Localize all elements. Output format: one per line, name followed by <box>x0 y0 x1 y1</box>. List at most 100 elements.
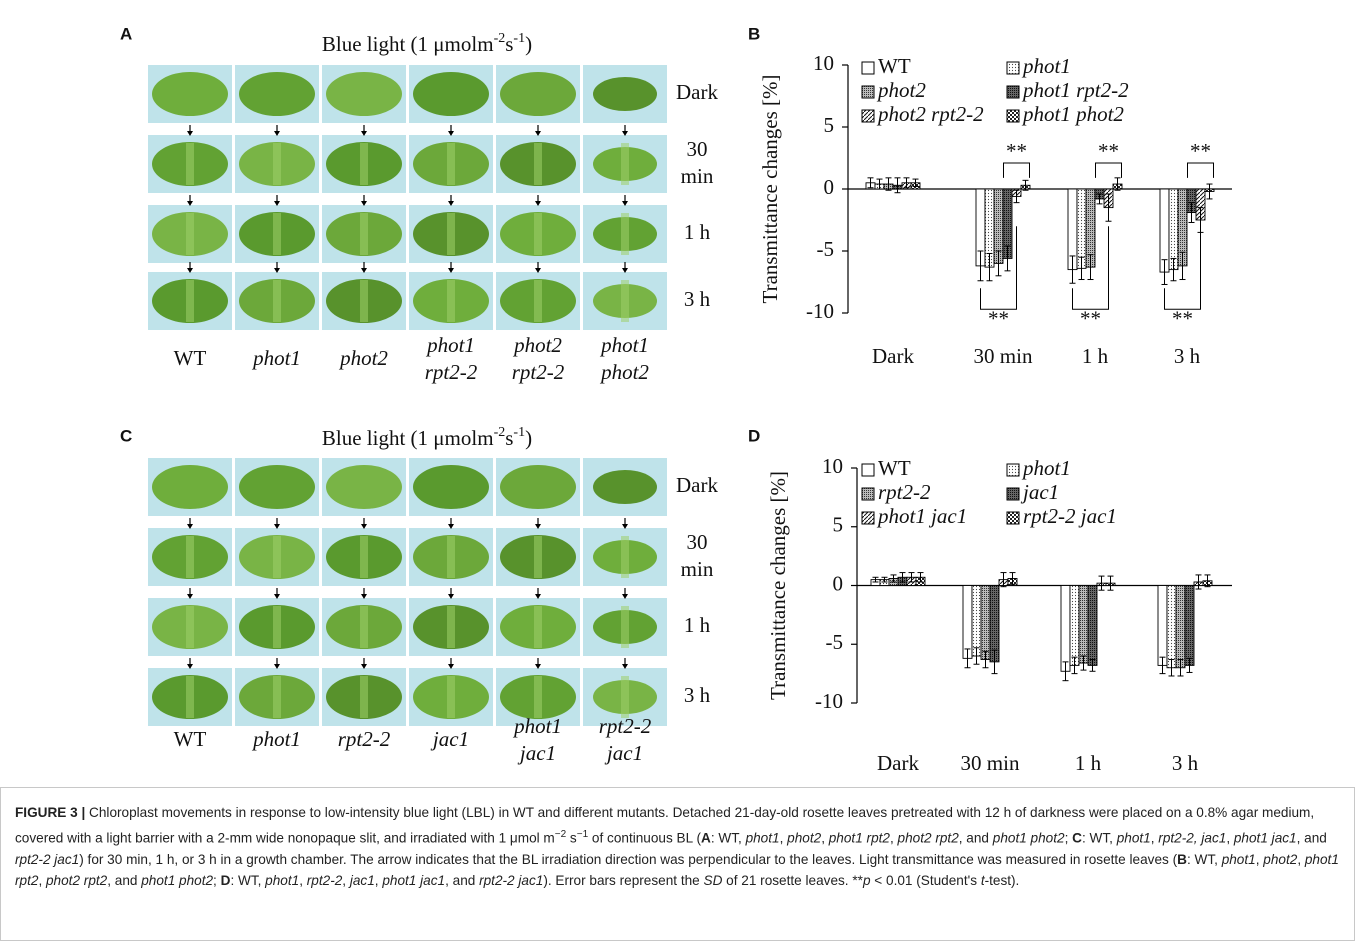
bar <box>1158 586 1167 666</box>
column-label: phot1 <box>251 346 301 370</box>
slit-band <box>621 280 629 322</box>
column-label: phot2 <box>338 346 388 370</box>
caption-run: , and <box>445 873 479 888</box>
legend-label: rpt2-2 <box>878 480 931 504</box>
panel-label: C <box>120 426 132 445</box>
y-tick-label: 5 <box>824 113 835 137</box>
x-tick-label: Dark <box>877 751 919 775</box>
caption-run: rpt2-2 jac1 <box>15 852 79 867</box>
caption-run: , <box>38 873 46 888</box>
caption-run: phot1 jac1 <box>382 873 445 888</box>
column-label: phot2 <box>512 333 562 357</box>
caption-run: phot1 <box>1117 830 1151 845</box>
slit-band <box>621 676 629 718</box>
row-label: 30 <box>687 530 708 554</box>
legend-label: phot1 jac1 <box>876 504 967 528</box>
row-label: 3 h <box>684 287 711 311</box>
legend-label: phot1 rpt2-2 <box>1021 78 1129 102</box>
caption-run: ). Error bars represent the <box>543 873 703 888</box>
slit-band <box>360 143 368 185</box>
title-part: s <box>505 426 513 450</box>
legend-swatch <box>862 512 874 524</box>
slit-band <box>186 213 194 255</box>
panel-title: Blue light (1 μmolm-2s-1) <box>322 31 532 56</box>
column-label: rpt2-2 <box>338 727 391 751</box>
legend-label: phot2 rpt2-2 <box>876 102 984 126</box>
legend-swatch <box>1007 464 1019 476</box>
caption-run: phot2 rpt2 <box>46 873 107 888</box>
column-label: phot1 <box>251 727 301 751</box>
bar <box>1167 586 1176 668</box>
leaf <box>500 72 576 116</box>
title-part: Blue light (1 μmolm <box>322 32 494 56</box>
caption-run: : WT, <box>230 873 265 888</box>
superscript: -1 <box>513 31 525 46</box>
superscript: -2 <box>494 31 506 46</box>
caption: FIGURE 3 | Chloroplast movements in resp… <box>0 787 1355 941</box>
y-tick-label: 0 <box>833 571 844 595</box>
leaf <box>152 465 228 509</box>
caption-run: rpt2-2, jac1 <box>1158 830 1226 845</box>
bracket <box>1096 163 1122 178</box>
column-label: WT <box>174 346 207 370</box>
slit-band <box>621 213 629 255</box>
legend-label: phot2 <box>876 78 926 102</box>
significance-label: ** <box>1006 139 1027 163</box>
bar <box>1185 586 1194 666</box>
legend-swatch <box>1007 62 1019 74</box>
column-label: phot2 <box>599 360 649 384</box>
caption-run: ; <box>1065 830 1073 845</box>
legend-label: rpt2-2 jac1 <box>1023 504 1117 528</box>
slit-band <box>447 676 455 718</box>
y-axis-label: Transmittance changes [%] <box>766 471 790 700</box>
slit-band <box>186 280 194 322</box>
slit-band <box>447 606 455 648</box>
slit-band <box>447 280 455 322</box>
column-label: phot1 <box>425 333 475 357</box>
caption-run: p <box>863 873 871 888</box>
slit-band <box>621 606 629 648</box>
bar <box>1070 586 1079 666</box>
title-part: ) <box>525 426 532 450</box>
slit-band <box>273 143 281 185</box>
superscript: -1 <box>513 425 525 440</box>
slit-band <box>534 606 542 648</box>
row-label: 3 h <box>684 683 711 707</box>
row-label: min <box>681 557 714 581</box>
caption-run: , and <box>107 873 141 888</box>
row-label: 1 h <box>684 220 711 244</box>
x-tick-label: 3 h <box>1172 751 1199 775</box>
slit-band <box>273 606 281 648</box>
significance-label: ** <box>1172 307 1193 331</box>
caption-run: , <box>1226 830 1234 845</box>
title-part: ) <box>525 32 532 56</box>
slit-band <box>447 213 455 255</box>
bar <box>1176 586 1185 668</box>
caption-run: phot2 rpt2 <box>898 830 959 845</box>
slit-band <box>186 536 194 578</box>
legend-swatch <box>1007 110 1019 122</box>
leaf <box>326 465 402 509</box>
y-axis-label: Transmittance changes [%] <box>758 75 782 304</box>
y-tick-label: -5 <box>826 630 844 654</box>
caption-run: , <box>821 830 829 845</box>
legend-swatch <box>1007 86 1019 98</box>
caption-run: rpt2-2 <box>307 873 343 888</box>
bar <box>1088 586 1097 666</box>
slit-band <box>186 676 194 718</box>
leaf <box>500 465 576 509</box>
bracket <box>1004 163 1030 178</box>
x-tick-label: 30 min <box>974 344 1033 368</box>
slit-band <box>186 143 194 185</box>
caption-run: , <box>1297 852 1305 867</box>
slit-band <box>534 280 542 322</box>
row-label: 30 <box>687 137 708 161</box>
legend-swatch <box>862 62 874 74</box>
leaf <box>239 465 315 509</box>
x-tick-label: 30 min <box>961 751 1020 775</box>
column-label: WT <box>174 727 207 751</box>
column-label: rpt2-2 <box>512 360 565 384</box>
caption-run: SD <box>704 873 723 888</box>
column-label: phot1 <box>599 333 649 357</box>
